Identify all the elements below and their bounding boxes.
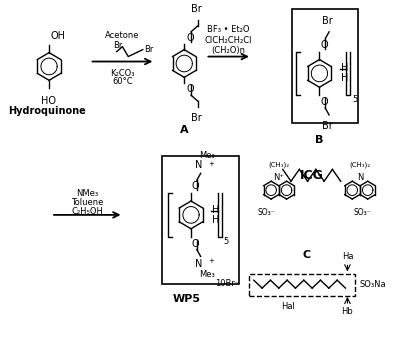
- Text: (CH₃)₂: (CH₃)₂: [268, 162, 290, 168]
- Text: Br: Br: [322, 16, 332, 26]
- Bar: [292, 9, 358, 123]
- Text: Br: Br: [192, 113, 202, 123]
- Text: WP5: WP5: [172, 294, 200, 304]
- Text: SO₃⁻: SO₃⁻: [258, 208, 275, 217]
- Text: C: C: [303, 249, 311, 259]
- Text: Br: Br: [322, 121, 332, 131]
- Text: H: H: [212, 205, 220, 215]
- Text: O: O: [186, 84, 194, 94]
- Text: NMe₃: NMe₃: [77, 189, 99, 198]
- Text: Toluene: Toluene: [72, 198, 104, 207]
- Text: HO: HO: [41, 96, 56, 106]
- Text: Me₃: Me₃: [199, 151, 214, 160]
- Text: OH: OH: [51, 31, 66, 41]
- Text: Hydroquinone: Hydroquinone: [8, 106, 86, 116]
- Text: Acetone: Acetone: [105, 31, 140, 40]
- Text: ClCH₂CH₂Cl: ClCH₂CH₂Cl: [205, 36, 252, 45]
- Text: O: O: [186, 33, 194, 43]
- Text: Hb: Hb: [342, 307, 353, 316]
- Text: Ha: Ha: [342, 252, 353, 262]
- Text: +: +: [208, 161, 214, 167]
- Bar: [162, 155, 239, 284]
- Text: O: O: [192, 181, 200, 191]
- Text: N: N: [357, 173, 363, 182]
- Text: K₂CO₃: K₂CO₃: [110, 69, 135, 79]
- Text: Br: Br: [144, 45, 153, 54]
- Text: SO₃Na: SO₃Na: [360, 280, 387, 289]
- Text: B: B: [315, 135, 324, 145]
- Text: H: H: [341, 63, 348, 73]
- Text: O: O: [320, 40, 328, 50]
- Text: Hal: Hal: [281, 302, 294, 311]
- Text: N: N: [195, 160, 202, 171]
- Text: 60°C: 60°C: [112, 78, 133, 86]
- Text: A: A: [180, 125, 188, 135]
- Text: Br: Br: [113, 41, 122, 50]
- Text: H: H: [341, 73, 348, 83]
- Text: (CH₂O)n: (CH₂O)n: [212, 45, 246, 55]
- Text: N: N: [195, 259, 202, 269]
- Text: BF₃ • Et₂O: BF₃ • Et₂O: [208, 25, 250, 34]
- Text: Br: Br: [192, 4, 202, 14]
- Text: Me₃: Me₃: [199, 270, 214, 279]
- Text: 5: 5: [224, 237, 229, 246]
- Text: 10Br⁻: 10Br⁻: [215, 279, 239, 288]
- Text: +: +: [208, 258, 214, 265]
- Text: ICG: ICG: [300, 169, 324, 182]
- Text: (CH₃)₂: (CH₃)₂: [350, 162, 370, 168]
- Bar: [249, 274, 355, 296]
- Text: H: H: [212, 215, 220, 225]
- Text: N⁺: N⁺: [274, 173, 284, 182]
- Text: 5: 5: [352, 95, 358, 104]
- Text: C₂H₅OH: C₂H₅OH: [72, 207, 104, 216]
- Text: O: O: [192, 239, 200, 249]
- Text: SO₃⁻: SO₃⁻: [353, 208, 371, 217]
- Text: O: O: [320, 97, 328, 107]
